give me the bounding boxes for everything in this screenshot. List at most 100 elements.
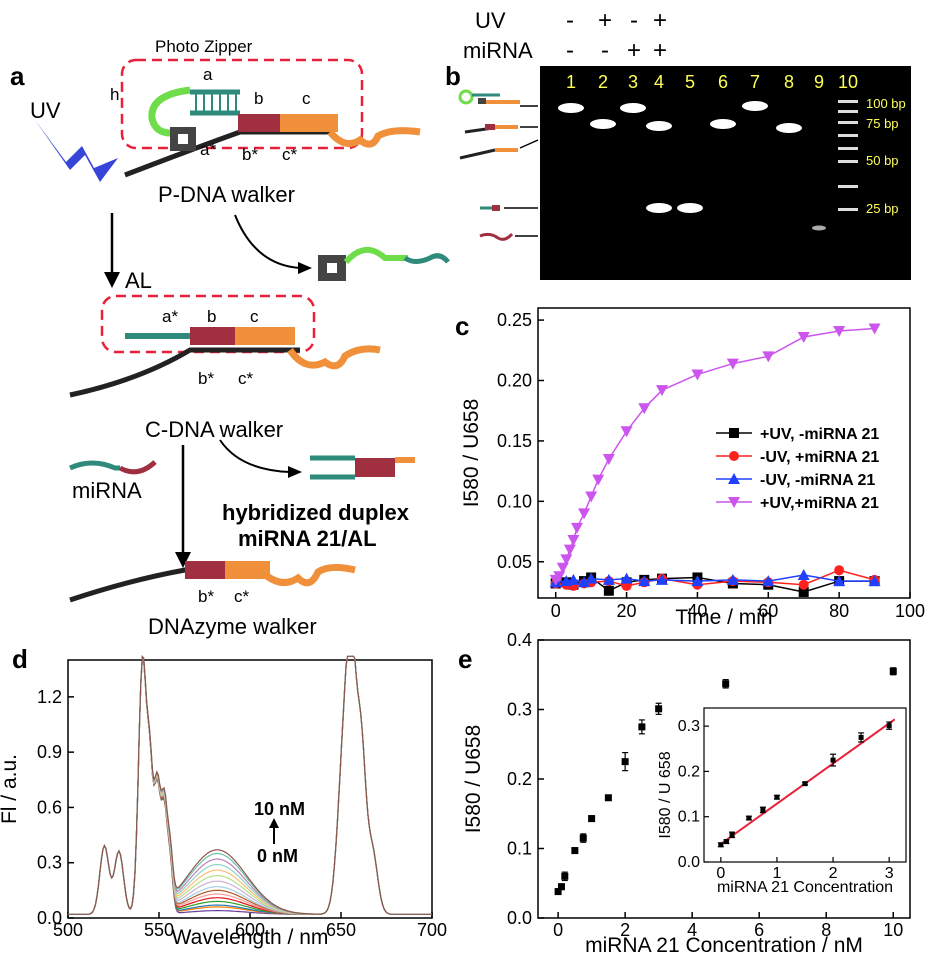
panel-label-e: e [458,644,472,674]
panel-e-xlabel: miRNA 21 Concentration / nM [585,934,863,957]
label-al-a-star: a* [162,307,178,326]
inset-data-point [760,807,766,813]
photo-zipper-box [120,58,364,150]
data-point [638,575,651,587]
data-point [592,474,605,486]
data-point [554,888,562,896]
panel-label-b: b [445,61,461,91]
data-point [833,575,846,587]
data-point [691,575,704,587]
panel-d-ylabel: Fl / a.u. [0,754,21,824]
duplex-b [238,114,280,132]
panel-c-legend: +UV, -miRNA 21 -UV, +miRNA 21 -UV, -miRNA … [716,426,879,512]
inset-frame [703,707,907,863]
data-point [567,573,580,585]
inset-y-tick-label: 0.2 [678,763,700,780]
data-point [588,815,596,823]
panel-c-series [549,323,881,597]
data-point [602,573,615,585]
x-tick-label: 10 [883,920,903,940]
gel-bands [558,100,858,231]
data-point [570,522,583,534]
data-point [726,358,739,370]
inset-x-tick-label: 1 [772,865,781,882]
panel-b: b UV miRNA - + - +- - + + 1 2 3 4 5 6 7 8 9 10 100 bp75… [445,7,911,280]
data-point [722,680,730,688]
y-tick-label: 0.3 [37,853,62,873]
mirna-label: miRNA [72,478,142,503]
data-point [834,565,845,576]
x-tick-label: 20 [617,601,637,621]
x-tick-label: 500 [53,920,83,940]
annotation-0nm: 0 nM [257,846,298,866]
legend-label: -UV, -miRNA 21 [760,472,875,489]
gel-lane-number: 2 [598,72,608,92]
panel-c-ylabel: I580 / U658 [460,399,483,508]
walker-strand [124,129,330,178]
ladder-band [838,208,858,211]
gel-band [646,203,672,213]
inset-axes: 0 1 2 3 0.0 0.1 0.2 0.3 [678,707,907,882]
x-tick-label: 650 [326,920,356,940]
gel-band [620,103,646,113]
legend-label: -UV, +miRNA 21 [760,449,879,466]
data-point [621,758,629,766]
panel-c-frame [537,307,911,599]
inset-y-tick-label: 0.0 [678,854,700,871]
data-point [603,585,614,596]
data-point [563,544,576,556]
panel-c: c 0 20 40 60 80 100 0.05 0.10 0.15 0.20 0.25 +UV, … [455,307,925,629]
gel-lane-number: 8 [784,72,794,92]
data-point [833,325,846,337]
inset-data-point [746,815,752,821]
data-point [578,576,591,588]
panel-c-xlabel: Time / min [675,606,772,629]
y-tick-label: 0.1 [507,839,532,859]
panel-a: a Photo Zipper UV h a b c a* b* c* P-DNA… [10,37,450,639]
data-point [655,705,663,713]
y-tick-label: 0.10 [497,491,532,511]
data-point [556,562,569,574]
data-point [797,332,810,343]
label-h: h [110,85,119,104]
gel-lane-number: 6 [718,72,728,92]
uv-sign: + [598,7,612,34]
ladder-band [838,160,858,163]
label-al-c-star: c* [238,369,254,388]
rungs-a [195,94,237,111]
gel-lane-number: 10 [838,72,858,92]
dnazyme-tail [327,127,421,148]
x-tick-label: 600 [235,920,265,940]
data-point [762,575,775,587]
data-point [638,723,646,731]
ladder-band [838,185,858,188]
fit-line [720,718,896,845]
label-dz-b-star: b* [198,587,214,606]
panel-c-axes: 0 20 40 60 80 100 0.05 0.10 0.15 0.20 0.25 [497,310,925,621]
c-walker-label: C-DNA walker [145,417,283,442]
gel-band [812,225,826,231]
inset-data-point [886,723,892,729]
y-tick-label: 0.2 [507,769,532,789]
label-b: b [254,89,263,108]
data-point [557,883,565,891]
legend-marker [728,473,740,484]
data-point [604,794,612,802]
uv-sign: - [630,7,638,34]
gel-lane-number: 4 [654,72,664,92]
data-point [579,834,587,842]
gel-lane-number: 3 [628,72,638,92]
x-tick-label: 60 [758,601,778,621]
gel-condition-signs: - + - +- - + + [566,7,667,64]
ladder-band [838,121,858,124]
ladder-label: 100 bp [866,96,906,111]
panel-e: e 0 2 4 6 8 10 0.0 0.1 0.2 0.3 0.4 0 1 2 3 0.0 0.1 0.2 0.… [458,630,911,957]
ladder-label: 75 bp [866,116,899,131]
inset-data-point [802,781,808,787]
arrow-down-icon [104,272,120,288]
gel-uv-label: UV [475,8,506,33]
inset-x-tick-label: 0 [716,865,725,882]
data-point [578,508,591,520]
panel-label-d: d [12,644,28,674]
gel-band [742,101,768,111]
